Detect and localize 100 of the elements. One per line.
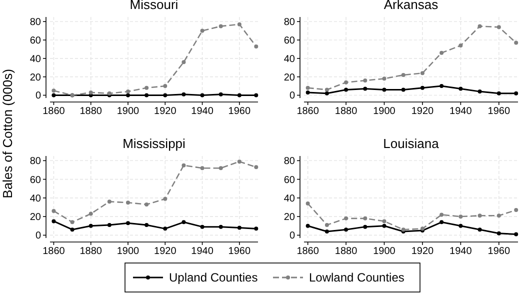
point [144,222,149,227]
y-tick-label: 0 [35,90,42,102]
point [401,88,406,92]
point [237,226,242,230]
y-tick-label: 0 [35,230,42,242]
y-tick-label: 80 [284,17,296,28]
point [478,24,482,28]
x-tick-label: 1960 [228,106,251,117]
point [126,200,130,205]
point [163,196,168,201]
point [200,224,204,229]
point [324,222,329,227]
y-axis-title: Bales of Cotton (000s) [0,68,15,198]
point [363,216,368,220]
point [401,72,406,77]
point [458,224,463,228]
point [163,226,168,231]
y-tick-label: 0 [289,230,296,242]
point [514,40,518,45]
y-tick-label: 40 [284,54,296,65]
y-tick-label: 60 [284,174,296,186]
point [382,224,386,228]
x-tick-label: 1940 [450,246,472,257]
point [306,202,310,206]
x-tick-label: 1860 [42,106,66,117]
x-tick-label: 1960 [488,246,510,257]
point [182,60,186,64]
point [218,224,223,229]
point [144,202,149,206]
point [52,93,56,98]
point [107,200,112,204]
point [254,93,258,98]
point [344,228,348,232]
y-tick-label: 20 [30,72,42,84]
point [237,93,242,98]
point [440,50,444,55]
point [182,92,186,96]
x-tick-label: 1940 [450,106,472,117]
point [458,214,463,219]
x-tick-label: 1880 [80,106,102,117]
point [344,88,348,92]
legend-label: Upland Counties [169,270,258,285]
x-tick-label: 1960 [488,106,510,117]
x-tick-label: 1900 [373,246,396,257]
x-tick-label: 1920 [411,106,434,117]
y-tick-label: 80 [30,17,42,28]
point [88,212,93,216]
y-tick-label: 40 [30,54,42,65]
point [478,228,482,232]
x-tick-label: 1900 [116,106,140,117]
point [200,93,204,98]
point [182,163,186,168]
point [254,226,258,231]
point [514,208,518,212]
y-tick-label: 60 [30,36,42,47]
point [420,86,424,90]
point [237,160,242,164]
point [254,44,258,48]
point [70,228,74,232]
y-tick-label: 80 [284,156,296,168]
point [52,219,56,224]
point [440,212,444,217]
x-tick-label: 1860 [42,246,66,257]
x-tick-label: 1860 [296,106,320,117]
point [496,214,501,218]
point [200,28,204,33]
x-tick-label: 1920 [411,246,434,257]
point [496,231,501,236]
point [306,224,310,228]
point [126,93,130,98]
x-tick-label: 1920 [154,106,177,117]
x-tick-label: 1880 [334,246,358,257]
point [126,90,130,94]
y-tick-label: 20 [284,212,296,224]
y-tick-label: 0 [289,90,296,102]
point [70,220,74,224]
point [363,86,368,91]
x-tick-label: 1880 [334,106,358,117]
point [107,222,112,227]
x-tick-label: 1880 [80,246,102,257]
point [126,221,130,226]
point [382,76,386,81]
point [420,71,424,76]
x-tick-label: 1960 [228,246,251,257]
point [237,22,242,26]
point [324,91,329,96]
point [88,224,93,228]
point [218,92,223,96]
point [478,90,482,94]
point [306,86,310,90]
y-tick-label: 60 [30,174,42,186]
point [163,84,168,88]
y-tick-label: 20 [30,212,42,224]
point [496,91,501,96]
point [514,232,518,236]
point [344,80,348,84]
point [144,86,149,90]
x-tick-label: 1900 [373,106,396,117]
point [440,220,444,224]
point [496,25,501,30]
